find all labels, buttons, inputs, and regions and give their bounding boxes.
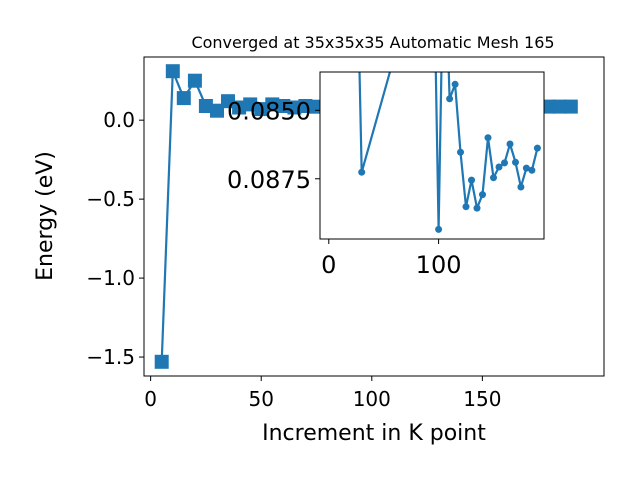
main-data-point	[187, 73, 202, 88]
main-y-tick-label: −1.0	[86, 266, 135, 290]
inset-data-point	[506, 140, 514, 148]
main-data-point	[265, 97, 280, 112]
main-data-point	[154, 354, 169, 369]
main-data-point	[563, 99, 578, 114]
inset-data-point	[528, 166, 536, 174]
main-data-point	[287, 100, 302, 115]
inset-y-tick-label: 0.0850	[227, 97, 311, 125]
main-x-ticks: 0 50 100 150	[144, 376, 501, 411]
inset-x-tick-label: 100	[416, 251, 462, 279]
inset-plot-area: 0 100 0.0850 0.0875	[227, 71, 545, 279]
inset-data-point	[517, 183, 525, 191]
inset-data-point	[468, 176, 475, 184]
inset-data-point	[435, 225, 443, 233]
main-x-tick-label: 50	[248, 387, 273, 411]
x-axis-label: Increment in K point	[262, 421, 486, 446]
main-data-point	[276, 99, 291, 113]
main-data-point	[298, 99, 313, 113]
y-axis-label: Energy (eV)	[33, 151, 58, 281]
inset-data-point	[457, 148, 464, 156]
main-axes-frame	[143, 56, 605, 377]
inset-x-ticks: 0 100	[321, 239, 461, 279]
inset-data-point	[495, 163, 503, 171]
inset-data-point	[533, 144, 541, 152]
main-x-tick-label: 0	[144, 387, 157, 411]
main-y-tick-label: −1.5	[86, 345, 135, 369]
inset-y-tick-label: 0.0875	[227, 166, 311, 194]
inset-data-point	[358, 168, 366, 176]
inset-data-point	[462, 203, 470, 211]
main-y-tick-label: 0.0	[103, 108, 135, 132]
inset-data-point	[479, 191, 486, 199]
main-data-point	[552, 99, 567, 114]
main-data-point	[232, 100, 247, 115]
inset-data-point	[451, 80, 459, 88]
chart-title: Converged at 35x35x35 Automatic Mesh 165	[191, 33, 554, 52]
main-y-ticks: −1.5 −1.0 −0.5 0.0	[86, 108, 144, 369]
inset-data-point	[522, 164, 530, 172]
inset-data-point	[512, 158, 519, 166]
inset-series-group	[358, 72, 541, 233]
inset-x-tick-label: 0	[321, 251, 336, 279]
main-data-point	[198, 99, 213, 113]
inset-series-line	[358, 72, 539, 231]
inset-background	[320, 72, 544, 239]
main-data-point	[243, 97, 258, 112]
main-x-tick-label: 150	[463, 387, 501, 411]
main-data-point	[254, 102, 269, 117]
inset-data-point	[446, 95, 454, 103]
inset-data-point	[484, 134, 492, 142]
main-data-point	[210, 103, 224, 118]
inset-data-point	[490, 174, 497, 182]
main-data-point	[221, 94, 235, 109]
main-x-tick-label: 100	[353, 387, 391, 411]
inset-data-point	[473, 204, 481, 212]
main-y-tick-label: −0.5	[86, 187, 135, 211]
inset-y-ticks: 0.0850 0.0875	[227, 97, 320, 194]
main-data-point	[165, 64, 180, 79]
main-data-point	[176, 91, 191, 106]
inset-data-point	[501, 159, 508, 167]
inset-axes-frame	[319, 71, 545, 240]
main-data-point	[541, 99, 556, 114]
